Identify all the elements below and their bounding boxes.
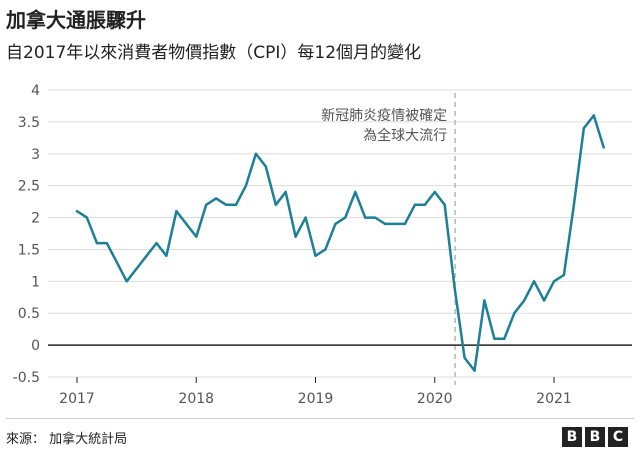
- chart-title: 加拿大通脹驟升: [6, 8, 146, 32]
- data-point: [433, 190, 436, 194]
- data-point: [582, 127, 585, 130]
- cpi-series-line: [75, 114, 605, 372]
- data-point: [552, 280, 556, 283]
- data-point: [284, 190, 287, 194]
- bbc-logo-letter: B: [562, 427, 582, 447]
- data-point: [592, 114, 595, 117]
- data-point: [344, 216, 347, 219]
- data-point: [413, 203, 417, 206]
- data-point: [532, 280, 536, 283]
- data-point: [314, 254, 317, 257]
- bbc-logo-letter: C: [608, 427, 628, 447]
- y-tick-label: 1.5: [18, 242, 40, 258]
- data-point: [562, 273, 566, 277]
- data-point: [165, 254, 168, 257]
- data-point: [473, 369, 476, 372]
- y-tick-label: 2.5: [18, 179, 40, 195]
- data-point: [324, 248, 327, 251]
- data-point: [274, 203, 277, 206]
- data-point: [175, 210, 178, 213]
- data-point: [373, 216, 377, 219]
- data-point: [304, 216, 307, 219]
- chart-subtitle: 自2017年以來消費者物價指數（CPI）每12個月的變化: [6, 43, 422, 63]
- data-point: [513, 312, 516, 315]
- data-point: [95, 241, 99, 245]
- data-point: [125, 280, 128, 283]
- y-tick-label: 2: [31, 211, 40, 227]
- data-point: [572, 203, 576, 206]
- x-tick-label: 2021: [536, 391, 572, 407]
- data-point: [155, 241, 158, 245]
- footer-divider: [6, 418, 634, 419]
- data-point: [205, 203, 208, 206]
- data-point: [403, 222, 407, 226]
- data-point: [542, 299, 546, 302]
- data-point: [115, 261, 119, 264]
- annotation-label: 為全球大流行: [363, 127, 447, 144]
- data-point: [224, 203, 228, 206]
- y-tick-label: 4: [31, 83, 40, 99]
- data-point: [214, 197, 218, 200]
- data-point: [145, 254, 148, 257]
- data-point: [493, 337, 496, 340]
- data-point: [503, 337, 506, 340]
- data-point: [244, 184, 248, 187]
- y-tick-label: 1: [31, 274, 40, 290]
- data-point: [483, 299, 486, 302]
- x-tick-label: 2017: [59, 391, 95, 407]
- y-tick-label: -0.5: [13, 370, 40, 386]
- data-point: [334, 222, 337, 226]
- data-point: [523, 299, 526, 302]
- data-point: [453, 286, 456, 289]
- data-point: [105, 241, 109, 245]
- data-point: [195, 235, 198, 238]
- data-point: [85, 216, 89, 219]
- data-point: [602, 146, 605, 149]
- data-point: [294, 235, 297, 238]
- data-point: [383, 222, 387, 226]
- x-tick-label: 2018: [178, 391, 214, 407]
- y-tick-label: 0.5: [18, 306, 40, 322]
- source-note: 來源： 加拿大統計局: [6, 432, 128, 447]
- data-point: [354, 190, 357, 194]
- data-point: [393, 222, 397, 226]
- data-point: [254, 152, 258, 155]
- data-point: [463, 356, 466, 360]
- x-tick-label: 2020: [417, 391, 453, 407]
- data-point: [185, 222, 188, 226]
- y-tick-label: 3.5: [18, 115, 40, 131]
- y-tick-label: 0: [31, 338, 40, 354]
- data-point: [443, 203, 446, 206]
- bbc-logo-letter: B: [585, 427, 605, 447]
- y-tick-label: 3: [31, 147, 40, 163]
- data-point: [264, 165, 267, 168]
- data-point: [135, 267, 138, 270]
- annotation-label: 新冠肺炎疫情被確定: [321, 108, 447, 124]
- data-point: [234, 203, 238, 206]
- data-point: [75, 210, 79, 213]
- data-point: [364, 216, 367, 219]
- data-point: [423, 203, 426, 206]
- x-tick-label: 2019: [298, 391, 334, 407]
- bbc-logo: B B C: [562, 427, 628, 447]
